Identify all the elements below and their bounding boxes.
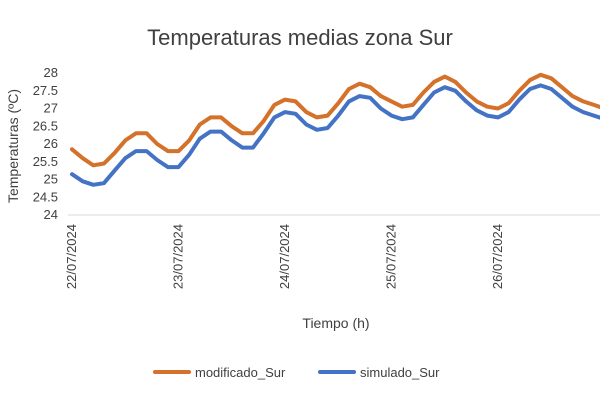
y-tick-label: 27.5	[33, 83, 58, 98]
x-axis-ticks: 22/07/2024 23/07/2024 24/07/2024 25/07/2024…	[64, 224, 505, 289]
series-line-simulado_Sur	[70, 83, 600, 187]
legend-label-simulado_Sur: simulado_Sur	[360, 365, 440, 380]
x-axis-label: Tiempo (h)	[302, 315, 369, 331]
x-tick-label: 26/07/2024	[490, 224, 505, 289]
y-tick-label: 25	[44, 172, 58, 187]
series-line-modificado_Sur	[70, 72, 600, 168]
y-tick-label: 24.5	[33, 189, 58, 204]
legend: modificado_Sur simulado_Sur	[153, 365, 440, 380]
y-tick-label: 24	[44, 207, 58, 222]
series-lines	[70, 72, 600, 187]
y-tick-label: 26.5	[33, 118, 58, 133]
y-axis-ticks: 24 24.5 25 25.5 26 26.5 27 27.5 28	[33, 65, 58, 222]
legend-label-modificado_Sur: modificado_Sur	[195, 365, 286, 380]
x-tick-label: 22/07/2024	[64, 224, 79, 289]
chart-title: Temperaturas medias zona Sur	[147, 25, 453, 50]
x-tick-label: 24/07/2024	[277, 224, 292, 289]
x-tick-label: 25/07/2024	[384, 224, 399, 289]
y-tick-label: 26	[44, 136, 58, 151]
y-axis-label: Temperaturas (ºC)	[5, 89, 21, 203]
y-tick-label: 27	[44, 101, 58, 116]
y-tick-label: 25.5	[33, 154, 58, 169]
y-tick-label: 28	[44, 65, 58, 80]
x-tick-label: 23/07/2024	[171, 224, 186, 289]
